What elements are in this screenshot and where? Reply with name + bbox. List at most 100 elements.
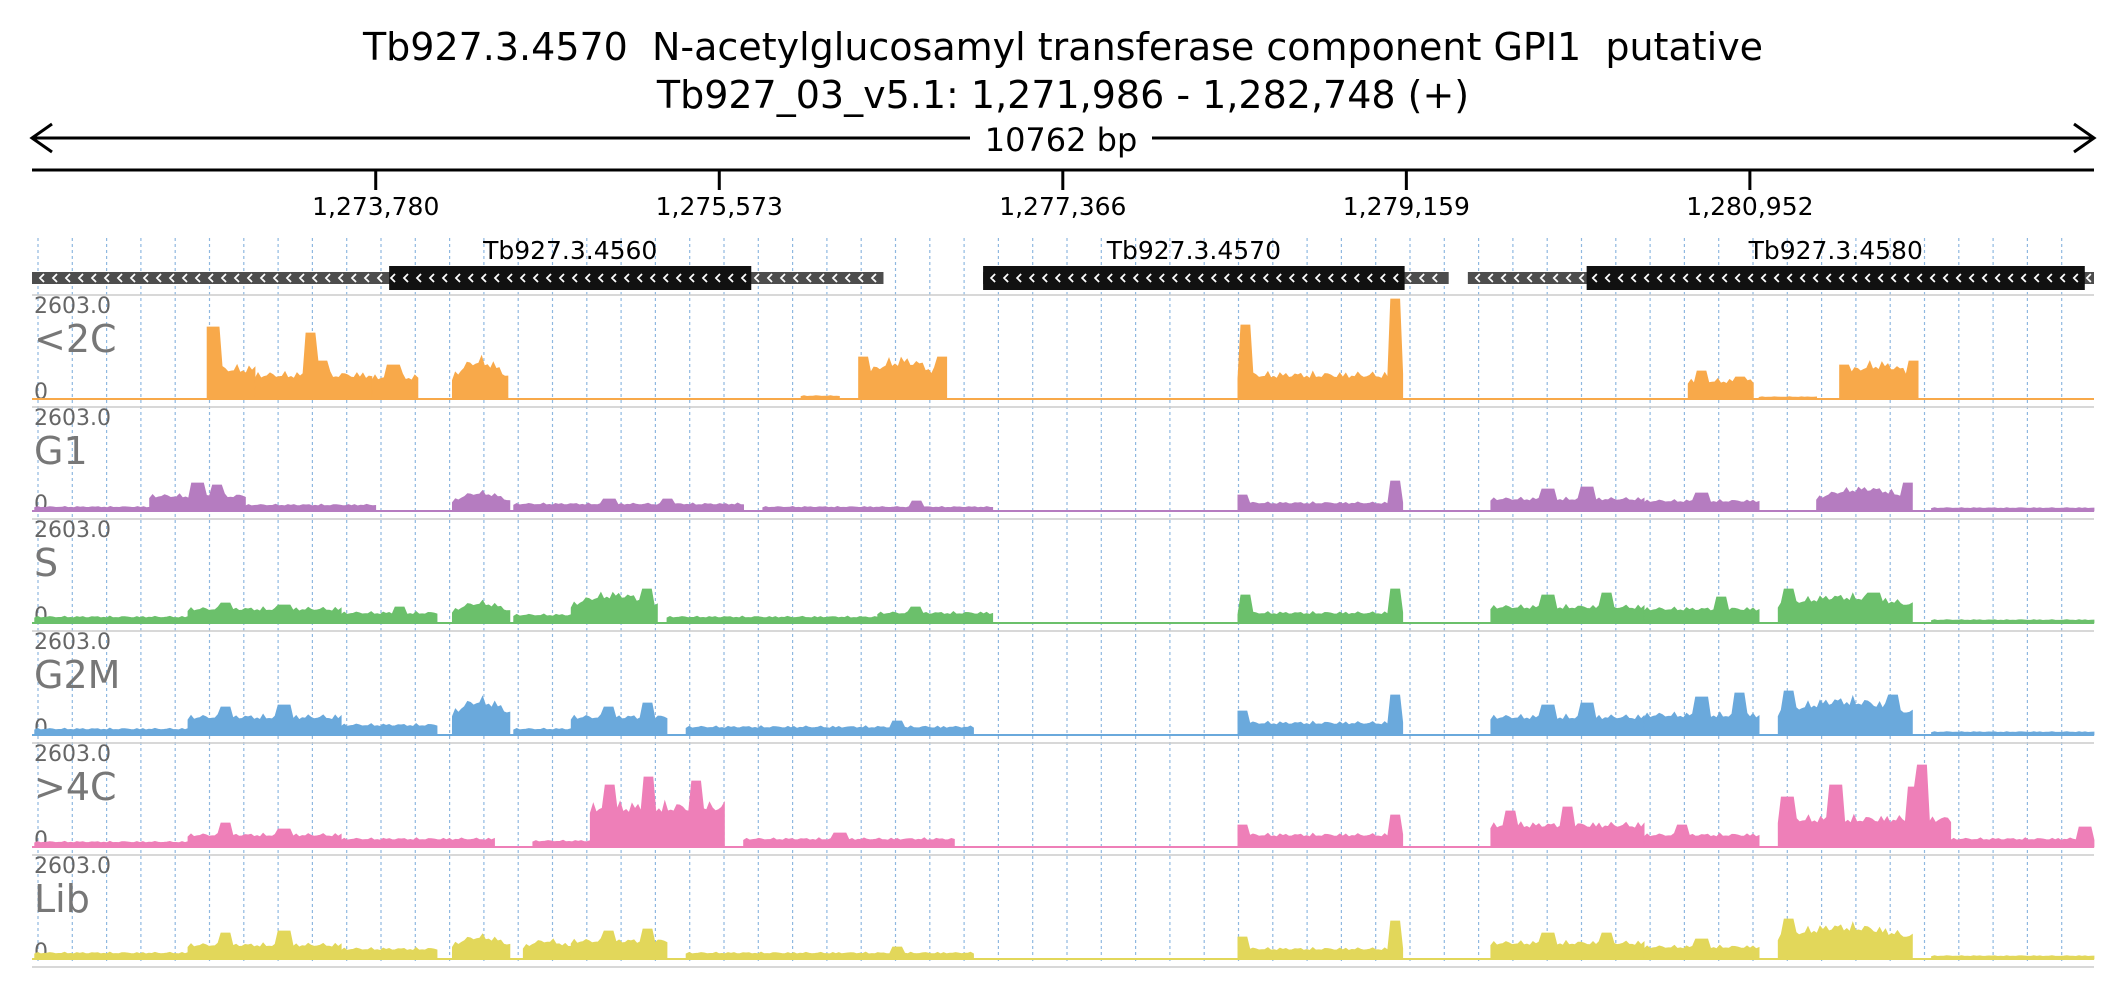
track-max-label: 2603.0	[34, 518, 111, 543]
coverage-area	[1643, 938, 1760, 960]
coverage-area	[1490, 806, 1645, 848]
coverage-area	[1643, 492, 1760, 512]
coverage-area	[340, 837, 495, 848]
track-min-label: 0	[34, 940, 48, 965]
coverage-area	[1237, 480, 1404, 512]
gene-track: Tb927.3.4560 Tb927.3.4570 Tb927.3.4580	[32, 236, 2094, 290]
coverage-area	[1777, 588, 1913, 624]
arrow-left-icon	[29, 122, 53, 154]
track-max-label: 2603.0	[34, 294, 111, 319]
gene-cds	[983, 266, 1405, 290]
coverage-area	[513, 498, 745, 512]
coverage-area	[513, 727, 572, 736]
coverage-area	[1950, 826, 2095, 848]
coverage-area	[685, 720, 974, 736]
coverage-tracks: 2603.0<2C02603.0G102603.0S02603.0G2M0260…	[32, 294, 2095, 968]
gene-Tb927-3-4560: Tb927.3.4560	[32, 236, 884, 290]
coverage-area	[206, 326, 256, 400]
coverage-area	[589, 776, 725, 848]
span-arrow: 10762 bp	[29, 121, 2097, 159]
track-name: <2C	[34, 317, 117, 361]
coverage-area	[1237, 814, 1404, 848]
coverage-area	[1490, 592, 1645, 624]
track-min-label: 0	[34, 604, 48, 629]
coverage-area	[1237, 694, 1404, 736]
track-max-label: 2603.0	[34, 406, 111, 431]
coverage-area	[34, 615, 189, 624]
coverage-area	[1839, 360, 1919, 400]
coverage-area	[149, 482, 246, 512]
coverage-area	[1490, 702, 1645, 736]
ruler-tick-label: 1,279,159	[1343, 192, 1470, 221]
coverage-area	[570, 588, 658, 624]
ruler-tick-label: 1,273,780	[312, 192, 439, 221]
coverage-area	[340, 722, 438, 736]
coverage-area	[34, 840, 189, 848]
track-name: Lib	[34, 877, 90, 921]
ruler-tick-label: 1,277,366	[999, 192, 1126, 221]
track-min-label: 0	[34, 492, 48, 517]
coverage-area	[1777, 764, 1952, 848]
genome-coordinates: Tb927_03_v5.1: 1,271,986 - 1,282,748 (+)	[656, 73, 1470, 117]
strand-arrow-icon	[989, 273, 1438, 283]
track-name: S	[34, 541, 58, 585]
coverage-area	[1777, 690, 1913, 736]
coverage-area	[1237, 588, 1404, 624]
coverage-area	[1490, 932, 1645, 960]
coverage-area	[858, 356, 948, 400]
coverage-area	[1816, 482, 1913, 512]
coverage-area	[187, 704, 342, 736]
track-name: G2M	[34, 653, 120, 697]
gridlines	[37, 238, 2063, 962]
coverage-area	[570, 928, 668, 960]
track-max-label: 2603.0	[34, 742, 111, 767]
gene-label: Tb927.3.4580	[1748, 236, 1923, 265]
ruler: 1,273,780 1,275,573 1,277,366 1,279,159 1,28…	[32, 168, 2094, 221]
strand-arrow-icon	[1474, 273, 2092, 283]
arrow-right-icon	[2073, 122, 2097, 154]
coverage-area	[513, 613, 572, 624]
coverage-area	[666, 615, 879, 624]
ruler-tick-label: 1,280,952	[1686, 192, 1813, 221]
coverage-area	[34, 951, 189, 960]
gene-title: Tb927.3.4570 N-acetylglucosamyl transfer…	[362, 25, 1764, 69]
track-name: >4C	[34, 765, 117, 809]
coverage-area	[187, 602, 342, 624]
coverage-area	[451, 933, 511, 960]
coverage-area	[34, 505, 151, 512]
coverage-area	[522, 938, 572, 960]
coverage-area	[877, 606, 994, 624]
coverage-area	[1643, 596, 1760, 624]
track-min-label: 0	[34, 380, 48, 405]
track-1: 2603.0G1 0	[32, 406, 2095, 517]
strand-arrow-icon	[38, 273, 877, 283]
coverage-area	[1643, 692, 1760, 736]
track-min-label: 0	[34, 828, 48, 853]
coverage-area	[451, 489, 511, 512]
track-max-label: 2603.0	[34, 630, 111, 655]
coverage-area	[371, 364, 419, 400]
track-min-label: 0	[34, 716, 48, 741]
coverage-area	[254, 332, 373, 400]
coverage-area	[187, 930, 342, 960]
coverage-area	[451, 695, 511, 736]
coverage-area	[1777, 918, 1913, 960]
coverage-area	[451, 354, 509, 400]
gene-Tb927-3-4570: Tb927.3.4570	[983, 236, 1449, 290]
track-4: 2603.0>4C 0	[32, 742, 2095, 853]
track-2: 2603.0S 0	[32, 518, 2095, 629]
track-name: G1	[34, 429, 88, 473]
coverage-area	[1237, 298, 1404, 400]
coverage-area	[532, 839, 591, 848]
coverage-area	[187, 822, 342, 848]
ruler-tick-label: 1,275,573	[656, 192, 783, 221]
coverage-area	[1237, 920, 1404, 960]
span-label: 10762 bp	[985, 121, 1138, 159]
track-max-label: 2603.0	[34, 854, 111, 879]
coverage-area	[570, 702, 668, 736]
coverage-area	[34, 727, 189, 736]
coverage-area	[685, 946, 974, 960]
